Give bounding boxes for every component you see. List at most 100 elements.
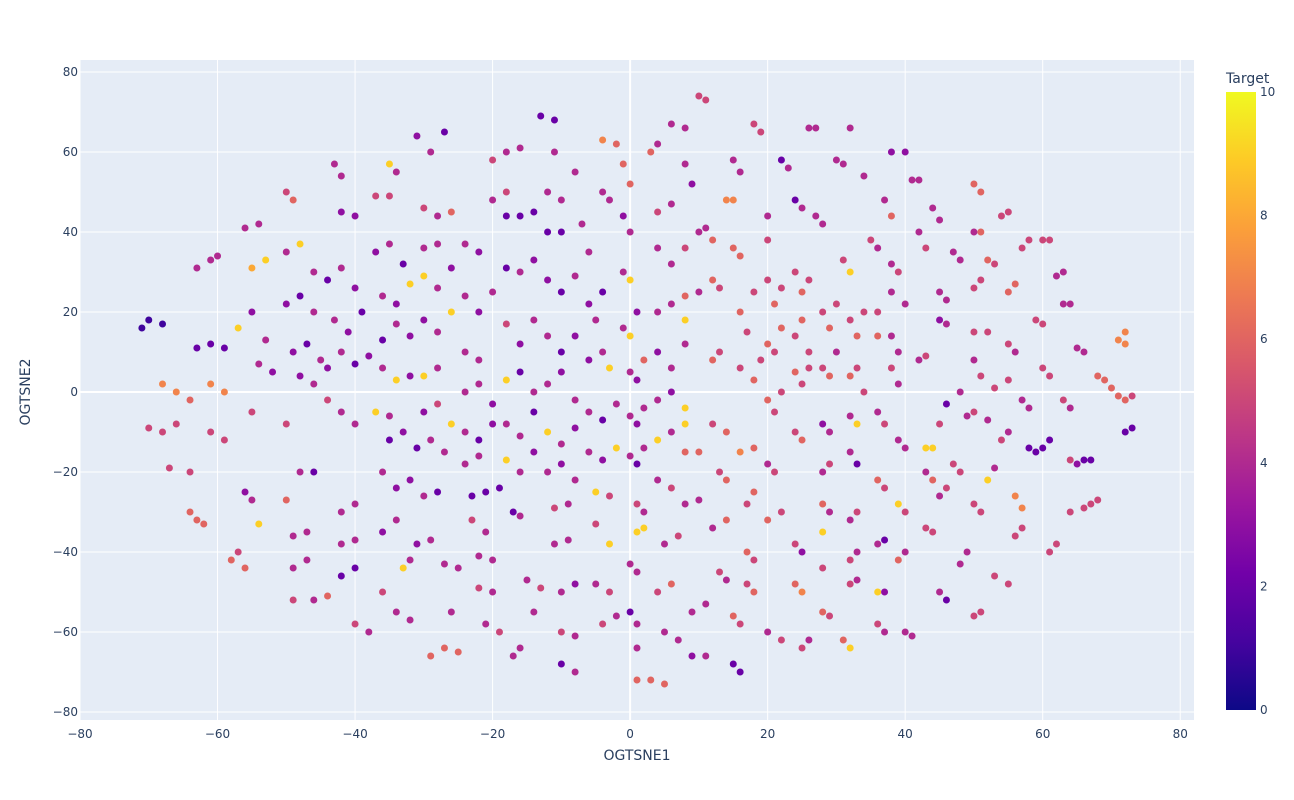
data-point [853, 332, 861, 340]
data-point [1025, 404, 1033, 412]
data-point [826, 612, 834, 620]
data-point [860, 388, 868, 396]
data-point [255, 520, 263, 528]
data-point [874, 308, 882, 316]
colorbar-tick-label: 8 [1260, 209, 1268, 223]
data-point [750, 288, 758, 296]
data-point [475, 380, 483, 388]
data-point [557, 196, 565, 204]
data-point [874, 244, 882, 252]
data-point [702, 652, 710, 660]
data-point [887, 212, 895, 220]
data-point [860, 172, 868, 180]
data-point [296, 468, 304, 476]
data-point [523, 576, 531, 584]
data-point [420, 408, 428, 416]
data-point [605, 588, 613, 596]
data-point [812, 124, 820, 132]
data-point [791, 332, 799, 340]
data-point [819, 364, 827, 372]
data-point [427, 536, 435, 544]
data-point [482, 620, 490, 628]
data-point [915, 356, 923, 364]
data-point [372, 248, 380, 256]
data-point [942, 296, 950, 304]
data-point [667, 364, 675, 372]
data-point [1011, 532, 1019, 540]
data-point [619, 268, 627, 276]
data-point [722, 576, 730, 584]
data-point [1101, 376, 1109, 384]
colorbar-tick-label: 6 [1260, 332, 1268, 346]
data-point [571, 424, 579, 432]
data-point [798, 644, 806, 652]
data-point [502, 148, 510, 156]
data-point [805, 348, 813, 356]
data-point [894, 556, 902, 564]
data-point [1046, 372, 1054, 380]
data-point [681, 448, 689, 456]
data-point [1004, 288, 1012, 296]
data-point [1128, 424, 1136, 432]
data-point [881, 484, 889, 492]
data-point [440, 644, 448, 652]
y-axis-ticks: −80 −60 −40 −20 0 20 40 60 80 [53, 65, 78, 719]
data-point [1052, 540, 1060, 548]
data-point [929, 204, 937, 212]
data-point [640, 524, 648, 532]
data-point [764, 212, 772, 220]
data-point [846, 316, 854, 324]
data-point [337, 540, 345, 548]
data-point [894, 348, 902, 356]
data-point [1018, 244, 1026, 252]
data-point [881, 196, 889, 204]
data-point [936, 316, 944, 324]
data-point [894, 380, 902, 388]
data-point [248, 408, 256, 416]
data-point [791, 196, 799, 204]
data-point [681, 500, 689, 508]
data-point [530, 316, 538, 324]
data-point [592, 316, 600, 324]
data-point [516, 368, 524, 376]
data-point [399, 564, 407, 572]
data-point [1039, 444, 1047, 452]
data-point [592, 580, 600, 588]
data-point [929, 444, 937, 452]
data-point [550, 148, 558, 156]
data-point [145, 424, 153, 432]
data-point [812, 212, 820, 220]
y-tick-label: −80 [53, 705, 78, 719]
data-point [324, 592, 332, 600]
data-point [207, 256, 215, 264]
data-point [1059, 268, 1067, 276]
data-point [420, 244, 428, 252]
data-point [743, 328, 751, 336]
data-point [991, 572, 999, 580]
data-point [791, 368, 799, 376]
data-point [846, 412, 854, 420]
data-point [571, 396, 579, 404]
data-point [351, 284, 359, 292]
data-point [654, 208, 662, 216]
data-point [654, 244, 662, 252]
data-point [791, 540, 799, 548]
data-point [805, 124, 813, 132]
data-point [234, 324, 242, 332]
data-point [709, 420, 717, 428]
data-point [874, 620, 882, 628]
data-point [942, 596, 950, 604]
data-point [942, 484, 950, 492]
data-point [956, 468, 964, 476]
data-point [509, 508, 517, 516]
data-point [887, 364, 895, 372]
data-point [468, 492, 476, 500]
data-point [392, 516, 400, 524]
data-point [853, 460, 861, 468]
data-point [544, 228, 552, 236]
data-point [1066, 404, 1074, 412]
data-point [227, 556, 235, 564]
data-point [571, 272, 579, 280]
data-point [537, 112, 545, 120]
